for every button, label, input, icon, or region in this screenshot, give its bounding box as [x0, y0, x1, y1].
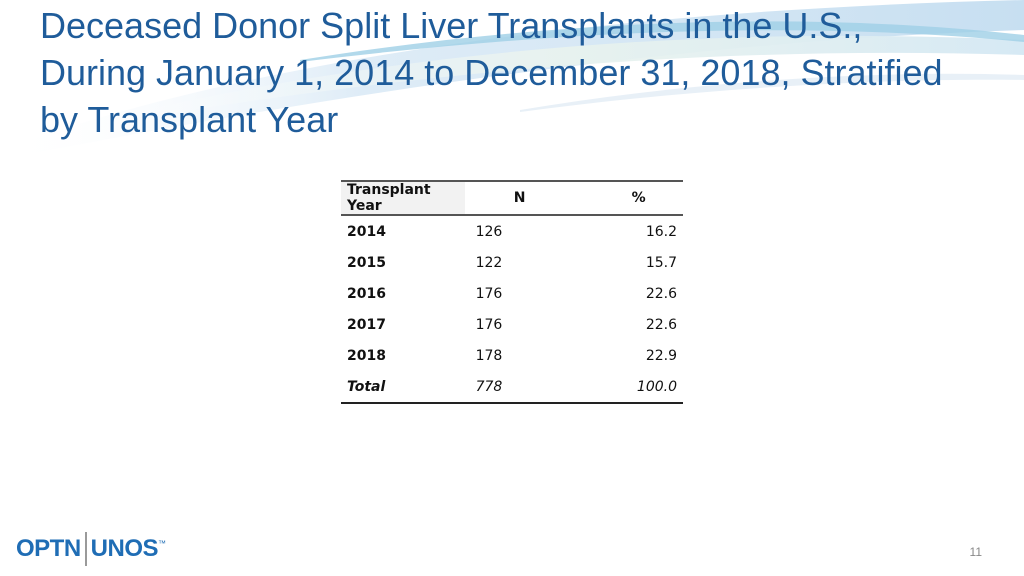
cell-total-label: Total	[341, 371, 465, 404]
table-row: 2014 126 16.2	[341, 215, 683, 247]
cell-year: 2017	[347, 316, 386, 333]
cell-percent: 22.6	[645, 285, 677, 302]
table-total-row: Total 778 100.0	[341, 371, 683, 404]
cell-total-n: 778	[464, 371, 609, 404]
logo-divider	[84, 532, 87, 566]
transplant-year-table: Transplant Year N % 2014 126 16.2 2015 1…	[341, 180, 683, 404]
slide-title: Deceased Donor Split Liver Transplants i…	[40, 2, 1010, 143]
cell-n: 176	[475, 285, 503, 302]
slide-title-line-2: During January 1, 2014 to December 31, 2…	[40, 52, 943, 93]
page-number: 11	[969, 545, 982, 559]
header-transplant-year: Transplant Year	[341, 180, 465, 216]
cell-percent: 16.2	[645, 223, 677, 240]
cell-total-percent: 100.0	[608, 371, 683, 404]
cell-percent: 22.6	[645, 316, 677, 333]
logo-optn-text: OPTN	[16, 535, 81, 562]
logo-trademark: ™	[158, 539, 167, 548]
cell-n: 178	[475, 347, 503, 364]
header-swoosh-decoration	[0, 0, 1024, 160]
cell-year: 2015	[347, 254, 386, 271]
logo-unos-text: UNOS	[90, 535, 159, 562]
header-percent: %	[608, 180, 683, 216]
cell-year: 2014	[347, 223, 386, 240]
cell-n: 122	[475, 254, 503, 271]
header-n: N	[464, 180, 609, 216]
optn-unos-logo: OPTN UNOS ™	[16, 531, 166, 567]
slide-title-line-3: by Transplant Year	[40, 99, 339, 140]
table-row: 2018 178 22.9	[341, 340, 683, 371]
cell-percent: 22.9	[645, 347, 677, 364]
cell-percent: 15.7	[645, 254, 677, 271]
table-row: 2015 122 15.7	[341, 247, 683, 278]
cell-year: 2018	[347, 347, 386, 364]
cell-n: 176	[475, 316, 503, 333]
table-header-row: Transplant Year N %	[341, 180, 683, 216]
table-row: 2016 176 22.6	[341, 278, 683, 309]
cell-year: 2016	[347, 285, 386, 302]
table-row: 2017 176 22.6	[341, 309, 683, 340]
cell-n: 126	[475, 223, 503, 240]
slide-title-line-1: Deceased Donor Split Liver Transplants i…	[40, 5, 863, 46]
